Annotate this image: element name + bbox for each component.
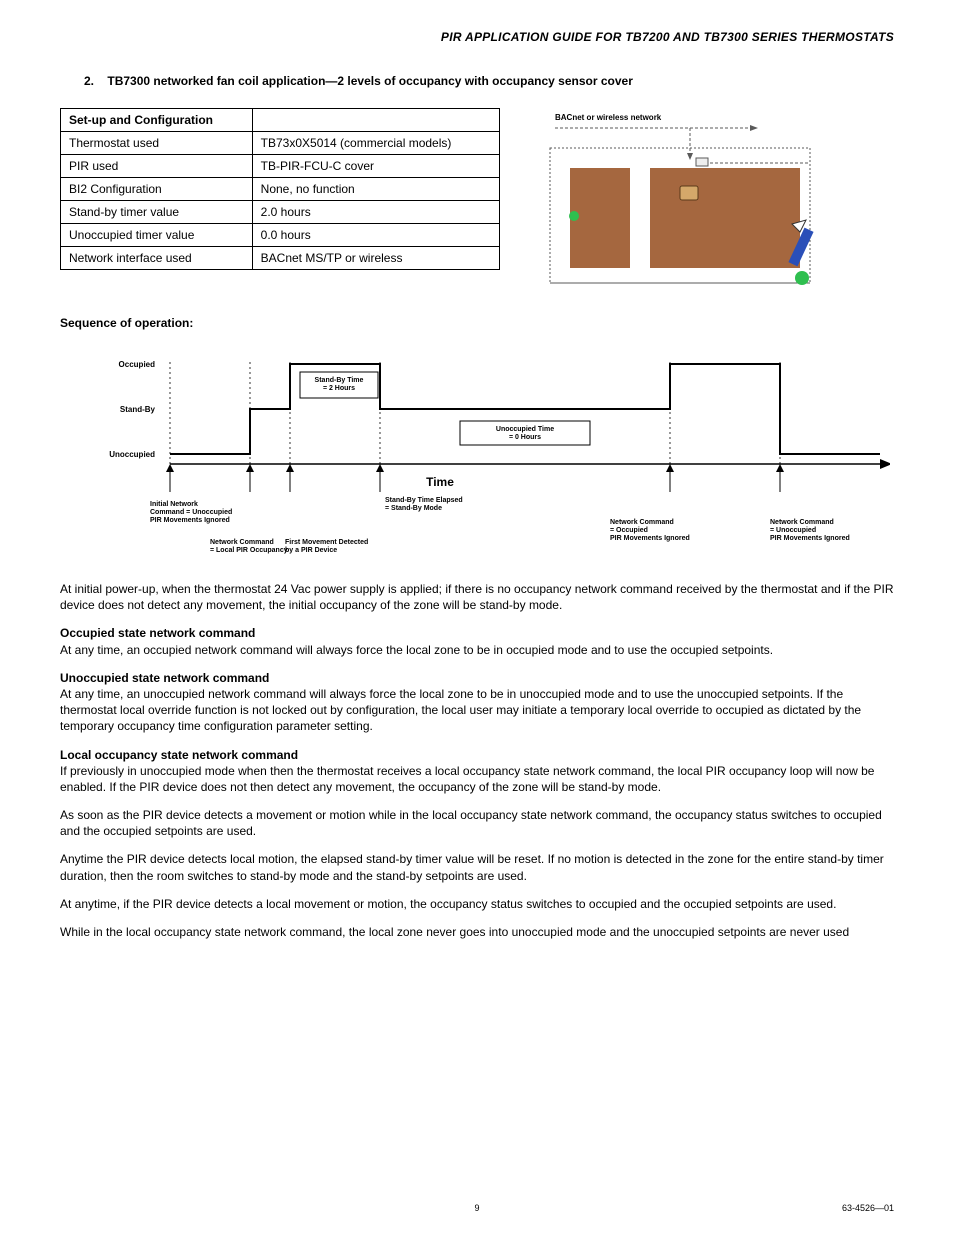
table-row: Unoccupied timer value0.0 hours — [61, 224, 500, 247]
sequence-heading: Sequence of operation: — [60, 316, 894, 330]
svg-text:Command = Unoccupied: Command = Unoccupied — [150, 509, 232, 516]
config-label: Thermostat used — [61, 132, 253, 155]
svg-text:Unoccupied Time: Unoccupied Time — [496, 426, 554, 433]
config-value: 0.0 hours — [252, 224, 499, 247]
config-table: Set-up and Configuration Thermostat used… — [60, 108, 500, 270]
svg-text:Time: Time — [426, 475, 454, 489]
section-text: TB7300 networked fan coil application—2 … — [107, 74, 633, 88]
svg-text:= 2 Hours: = 2 Hours — [323, 385, 355, 392]
config-value: 2.0 hours — [252, 201, 499, 224]
paragraph: At initial power-up, when the thermostat… — [60, 581, 894, 613]
top-row: Set-up and Configuration Thermostat used… — [60, 108, 894, 288]
table-row: PIR usedTB-PIR-FCU-C cover — [61, 155, 500, 178]
table-row: Thermostat usedTB73x0X5014 (commercial m… — [61, 132, 500, 155]
svg-text:Network Command: Network Command — [210, 539, 274, 546]
config-value: TB-PIR-FCU-C cover — [252, 155, 499, 178]
paragraph: Occupied state network command At any tim… — [60, 625, 894, 657]
svg-text:Stand-By Time Elapsed: Stand-By Time Elapsed — [385, 497, 463, 504]
paragraph: While in the local occupancy state netwo… — [60, 924, 894, 940]
svg-text:PIR Movements Ignored: PIR Movements Ignored — [150, 517, 230, 524]
table-row: Stand-by timer value2.0 hours — [61, 201, 500, 224]
config-label: Unoccupied timer value — [61, 224, 253, 247]
doc-number: 63-4526—01 — [842, 1203, 894, 1213]
config-header: Set-up and Configuration — [61, 109, 253, 132]
svg-text:Initial Network: Initial Network — [150, 501, 198, 508]
subhead: Local occupancy state network command — [60, 748, 298, 762]
svg-text:PIR Movements Ignored: PIR Movements Ignored — [610, 535, 690, 542]
svg-text:= Local PIR Occupancy: = Local PIR Occupancy — [210, 547, 288, 554]
paragraph: As soon as the PIR device detects a move… — [60, 807, 894, 839]
para-text: If previously in unoccupied mode when th… — [60, 764, 874, 794]
svg-text:Stand-By Time: Stand-By Time — [315, 377, 364, 384]
svg-text:Unoccupied: Unoccupied — [109, 450, 155, 459]
page-header: PIR APPLICATION GUIDE FOR TB7200 AND TB7… — [60, 30, 894, 44]
svg-text:= 0 Hours: = 0 Hours — [509, 434, 541, 441]
page-number: 9 — [474, 1203, 479, 1213]
section-title: 2. TB7300 networked fan coil application… — [84, 74, 894, 88]
config-value: BACnet MS/TP or wireless — [252, 247, 499, 270]
svg-text:Network Command: Network Command — [610, 519, 674, 526]
svg-text:Occupied: Occupied — [119, 360, 156, 369]
svg-text:First Movement Detected: First Movement Detected — [285, 539, 368, 546]
svg-text:by a PIR Device: by a PIR Device — [285, 547, 337, 554]
subhead: Unoccupied state network command — [60, 671, 269, 685]
subhead: Occupied state network command — [60, 626, 255, 640]
svg-text:BACnet or wireless network: BACnet or wireless network — [555, 113, 662, 122]
table-row: BI2 ConfigurationNone, no function — [61, 178, 500, 201]
table-row: Set-up and Configuration — [61, 109, 500, 132]
svg-text:PIR Movements Ignored: PIR Movements Ignored — [770, 535, 850, 542]
svg-text:Network Command: Network Command — [770, 519, 834, 526]
paragraph: Local occupancy state network command If … — [60, 747, 894, 796]
section-number: 2. — [84, 74, 94, 88]
config-label: Stand-by timer value — [61, 201, 253, 224]
svg-text:= Unoccupied: = Unoccupied — [770, 527, 816, 534]
config-label: BI2 Configuration — [61, 178, 253, 201]
svg-text:= Occupied: = Occupied — [610, 527, 648, 534]
config-label: PIR used — [61, 155, 253, 178]
svg-text:= Stand-By Mode: = Stand-By Mode — [385, 505, 442, 512]
config-label: Network interface used — [61, 247, 253, 270]
para-text: At any time, an occupied network command… — [60, 643, 773, 657]
paragraph: Anytime the PIR device detects local mot… — [60, 851, 894, 883]
table-row: Network interface usedBACnet MS/TP or wi… — [61, 247, 500, 270]
timeline-diagram: OccupiedStand-ByUnoccupiedStand-By Time=… — [60, 344, 894, 569]
network-diagram: BACnet or wireless network — [540, 108, 820, 288]
paragraph: At anytime, if the PIR device detects a … — [60, 896, 894, 912]
svg-text:Stand-By: Stand-By — [120, 405, 156, 414]
config-value: None, no function — [252, 178, 499, 201]
para-text: At any time, an unoccupied network comma… — [60, 687, 861, 733]
config-header-blank — [252, 109, 499, 132]
paragraph: Unoccupied state network command At any t… — [60, 670, 894, 735]
config-value: TB73x0X5014 (commercial models) — [252, 132, 499, 155]
